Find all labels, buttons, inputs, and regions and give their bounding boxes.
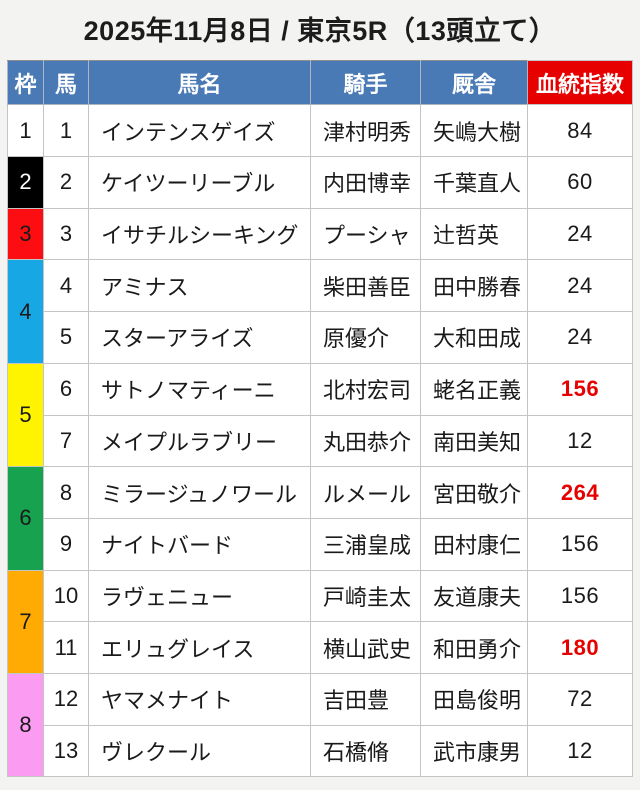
horse-number: 3	[43, 207, 89, 261]
table-row: 13 ヴレクール 石橋脩 武市康男 12	[8, 724, 633, 778]
frame-number-cell: 3	[7, 207, 44, 261]
column-header-stable: 厩舎	[420, 60, 528, 106]
horse-name: ミラージュノワール	[88, 466, 311, 519]
horse-name: ヴレクール	[88, 724, 311, 778]
horse-name: ケイツーリーブル	[88, 156, 311, 209]
horse-name: スターアライズ	[88, 311, 311, 364]
stable-name: 田中勝春	[420, 259, 528, 313]
table-row: 11 エリュグレイス 横山武史 和田勇介 180	[8, 621, 633, 674]
column-header-horse: 馬	[43, 60, 89, 106]
stable-name: 武市康男	[420, 724, 528, 778]
table-row: 7 10 ラヴェニュー 戸崎圭太 友道康夫 156	[7, 569, 633, 674]
stable-name: 蛯名正義	[420, 362, 528, 416]
jockey-name: 津村明秀	[310, 104, 421, 158]
horse-number: 9	[43, 517, 89, 571]
jockey-name: 吉田豊	[310, 672, 421, 726]
stable-name: 矢嶋大樹	[420, 104, 528, 158]
horse-number: 5	[43, 311, 89, 364]
stable-name: 辻哲英	[420, 207, 528, 261]
stable-name: 南田美知	[420, 414, 528, 468]
column-header-jockey: 騎手	[310, 60, 421, 106]
pedigree-index-value: 180	[527, 621, 633, 674]
jockey-name: 内田博幸	[310, 156, 421, 209]
frame-number-cell: 7	[7, 569, 44, 674]
jockey-name: ルメール	[310, 466, 421, 519]
stable-name: 宮田敬介	[420, 466, 528, 519]
pedigree-index-value: 156	[527, 569, 633, 623]
horse-number: 6	[43, 362, 89, 416]
stable-name: 田村康仁	[420, 517, 528, 571]
horse-number: 1	[43, 104, 89, 158]
table-row: 5 6 サトノマティーニ 北村宏司 蛯名正義 156	[7, 362, 633, 468]
table-row: 4 4 アミナス 柴田善臣 田中勝春 24	[7, 259, 633, 364]
table-row: 1 1 インテンスゲイズ 津村明秀 矢嶋大樹 84	[7, 104, 633, 158]
table-row: 8 12 ヤマメナイト 吉田豊 田島俊明 72	[7, 672, 633, 778]
jockey-name: 三浦皇成	[310, 517, 421, 571]
horse-name: イサチルシーキング	[88, 207, 311, 261]
column-header-frame: 枠	[7, 60, 44, 106]
pedigree-index-value: 264	[527, 466, 633, 519]
table-row: 7 メイプルラブリー 丸田恭介 南田美知 12	[8, 414, 633, 468]
pedigree-index-value: 156	[527, 362, 633, 416]
column-header-index: 血統指数	[527, 60, 633, 106]
table-row: 9 ナイトバード 三浦皇成 田村康仁 156	[8, 517, 633, 571]
stable-name: 田島俊明	[420, 672, 528, 726]
horse-number: 8	[43, 466, 89, 519]
stable-name: 和田勇介	[420, 621, 528, 674]
pedigree-index-value: 84	[527, 104, 633, 158]
pedigree-index-value: 12	[527, 414, 633, 468]
pedigree-index-value: 12	[527, 724, 633, 778]
pedigree-index-value: 72	[527, 672, 633, 726]
frame-number-cell: 4	[7, 259, 44, 364]
jockey-name: 丸田恭介	[310, 414, 421, 468]
horse-name: インテンスゲイズ	[88, 104, 311, 158]
frame-number-cell: 6	[7, 466, 44, 571]
horse-name: ラヴェニュー	[88, 569, 311, 623]
horse-name: ヤマメナイト	[88, 672, 311, 726]
table-row: 2 2 ケイツーリーブル 内田博幸 千葉直人 60	[7, 156, 633, 209]
table-row: 5 スターアライズ 原優介 大和田成 24	[8, 311, 633, 364]
table-header-row: 枠 馬 馬名 騎手 厩舎 血統指数	[7, 60, 633, 106]
frame-number-cell: 8	[7, 672, 44, 778]
race-entry-table: 枠 馬 馬名 騎手 厩舎 血統指数 1 1 インテンスゲイズ 津村明秀 矢嶋大樹…	[7, 60, 633, 778]
horse-number: 11	[43, 621, 89, 674]
jockey-name: プーシャ	[310, 207, 421, 261]
stable-name: 友道康夫	[420, 569, 528, 623]
horse-name: アミナス	[88, 259, 311, 313]
frame-number-cell: 2	[7, 156, 44, 209]
jockey-name: 柴田善臣	[310, 259, 421, 313]
stable-name: 大和田成	[420, 311, 528, 364]
frame-number-cell: 1	[7, 104, 44, 158]
pedigree-index-value: 24	[527, 259, 633, 313]
horse-name: エリュグレイス	[88, 621, 311, 674]
jockey-name: 石橋脩	[310, 724, 421, 778]
jockey-name: 戸崎圭太	[310, 569, 421, 623]
pedigree-index-value: 24	[527, 311, 633, 364]
pedigree-index-value: 60	[527, 156, 633, 209]
horse-name: メイプルラブリー	[88, 414, 311, 468]
horse-number: 13	[43, 724, 89, 778]
pedigree-index-value: 156	[527, 517, 633, 571]
horse-number: 12	[43, 672, 89, 726]
frame-number-cell: 5	[7, 362, 44, 468]
column-header-name: 馬名	[88, 60, 311, 106]
horse-name: サトノマティーニ	[88, 362, 311, 416]
pedigree-index-value: 24	[527, 207, 633, 261]
horse-number: 10	[43, 569, 89, 623]
jockey-name: 原優介	[310, 311, 421, 364]
page-title: 2025年11月8日 / 東京5R（13頭立て）	[83, 16, 557, 46]
horse-name: ナイトバード	[88, 517, 311, 571]
table-row: 3 3 イサチルシーキング プーシャ 辻哲英 24	[7, 207, 633, 261]
horse-number: 4	[43, 259, 89, 313]
horse-number: 7	[43, 414, 89, 468]
horse-number: 2	[43, 156, 89, 209]
stable-name: 千葉直人	[420, 156, 528, 209]
jockey-name: 北村宏司	[310, 362, 421, 416]
jockey-name: 横山武史	[310, 621, 421, 674]
table-row: 6 8 ミラージュノワール ルメール 宮田敬介 264	[7, 466, 633, 571]
